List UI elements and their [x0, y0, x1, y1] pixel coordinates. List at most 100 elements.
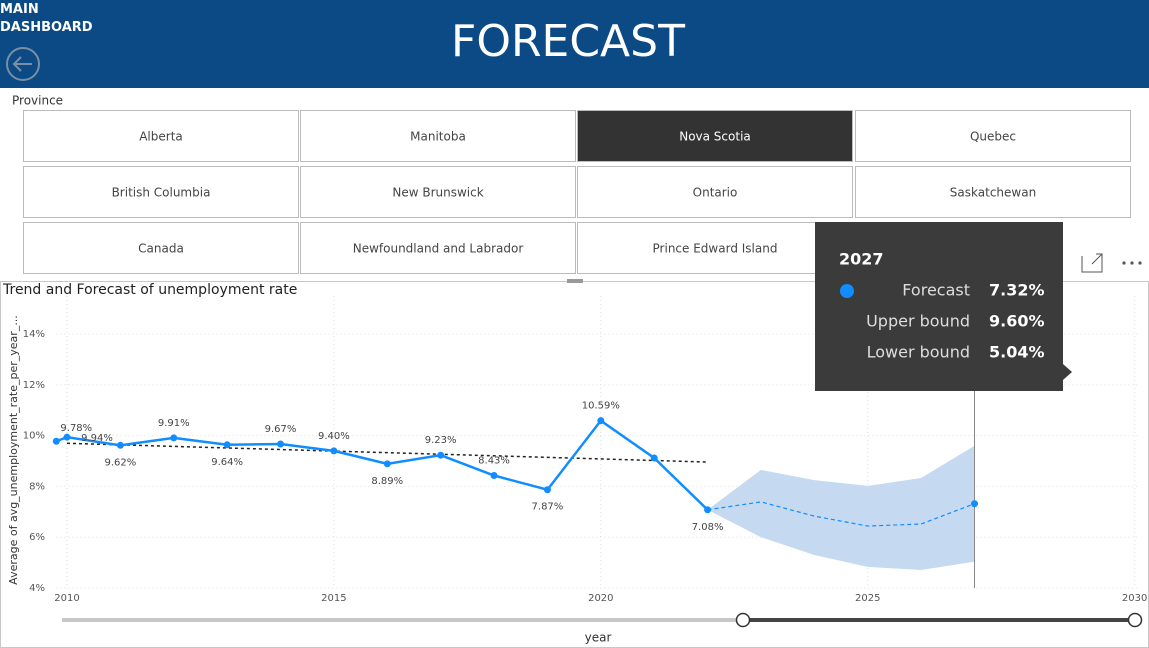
trend-line	[66, 442, 708, 463]
tooltip-box	[815, 222, 1063, 391]
back-label-line: MAIN	[0, 2, 39, 17]
range-slider[interactable]	[62, 612, 1143, 628]
data-label: 9.64%	[211, 457, 243, 468]
data-point	[543, 486, 551, 494]
data-label: 7.08%	[692, 522, 724, 533]
slicer-option-label[interactable]: Saskatchewan	[950, 186, 1036, 200]
x-tick-label: 2030	[1122, 593, 1147, 604]
slicer-option[interactable]	[577, 222, 853, 274]
data-label: 8.43%	[478, 456, 510, 467]
slicer-option[interactable]	[577, 166, 853, 218]
tooltip-pointer	[1063, 364, 1072, 380]
data-label: 8.89%	[371, 476, 403, 487]
data-point	[330, 447, 338, 455]
slicer-option[interactable]	[855, 110, 1131, 162]
y-tick-label: 6%	[29, 532, 45, 543]
slicer-option-label[interactable]: Ontario	[693, 186, 738, 200]
more-options[interactable]	[1122, 261, 1142, 265]
y-tick-label: 12%	[23, 380, 45, 391]
tooltip-row-value: 5.04%	[989, 343, 1045, 362]
tooltip-row-value: 9.60%	[989, 312, 1045, 331]
data-point	[383, 460, 391, 468]
y-axis-title: Average of avg_unemployment_rate_per_yea…	[7, 315, 20, 585]
data-label: 7.87%	[532, 502, 564, 513]
back-button[interactable]	[6, 47, 40, 81]
back-label: MAIN DASHBOARD	[0, 2, 93, 35]
back-icon[interactable]	[6, 47, 40, 81]
slicer-option-label[interactable]: Prince Edward Island	[653, 242, 778, 256]
dot[interactable]	[1130, 261, 1134, 265]
data-point	[437, 451, 445, 459]
slicer-option-label[interactable]: British Columbia	[112, 186, 211, 200]
y-tick-label: 14%	[23, 329, 45, 340]
tooltip-swatch	[840, 284, 854, 298]
slicer-option-label[interactable]: Newfoundland and Labrador	[353, 242, 524, 256]
slicer-label: Province	[12, 94, 63, 108]
tooltip: 2027 Forecast 7.32% Upper bound 9.60% Lower …	[815, 222, 1072, 391]
data-label: 9.78%	[60, 423, 92, 434]
plot: 4% 6% 8% 10% 12% 14% 2010 2015 2020 2025 2030 9.78%…	[23, 222, 1147, 604]
data-label: 9.23%	[425, 435, 457, 446]
x-tick-label: 2015	[321, 593, 346, 604]
slicer-option[interactable]	[300, 166, 576, 218]
tooltip-row-label: Upper bound	[866, 312, 970, 331]
data-point	[170, 434, 178, 442]
slicer-option-label[interactable]: Manitoba	[410, 130, 466, 144]
data-label: 9.67%	[265, 424, 297, 435]
slicer-option[interactable]	[23, 166, 299, 218]
header-bar	[0, 0, 1149, 88]
data-label: 10.59%	[582, 401, 620, 412]
slider-handle[interactable]	[1127, 612, 1143, 628]
data-point	[52, 437, 60, 445]
x-tick-label: 2020	[588, 593, 613, 604]
confidence-band	[707, 445, 975, 570]
slicer-option[interactable]	[23, 222, 299, 274]
data-label: 9.62%	[104, 457, 136, 468]
data-label: 9.40%	[318, 431, 350, 442]
slicer-option[interactable]	[300, 110, 576, 162]
data-label: 9.91%	[158, 418, 190, 429]
data-label: 9.94%	[81, 433, 113, 444]
page-title: FORECAST	[451, 16, 685, 67]
data-point	[116, 441, 124, 449]
tooltip-row-label: Lower bound	[867, 343, 970, 362]
y-tick-label: 10%	[23, 431, 45, 442]
dot[interactable]	[1138, 261, 1142, 265]
forecast-point	[971, 500, 979, 508]
y-tick-label: 4%	[29, 583, 45, 594]
slider-handle[interactable]	[735, 612, 751, 628]
data-point	[490, 472, 498, 480]
slicer-option-label[interactable]: Canada	[138, 242, 184, 256]
data-point	[597, 417, 605, 425]
x-tick-label: 2010	[54, 593, 79, 604]
slicer-option[interactable]	[23, 110, 299, 162]
data-point	[650, 454, 658, 462]
slicer-option[interactable]	[577, 110, 853, 162]
tooltip-row-label: Forecast	[902, 281, 970, 300]
data-point	[704, 506, 712, 514]
dot[interactable]	[1122, 261, 1126, 265]
focus-icon[interactable]	[1081, 253, 1103, 273]
slicer-option[interactable]	[300, 222, 576, 274]
chart-title: Trend and Forecast of unemployment rate	[2, 282, 297, 298]
slicer-option-label[interactable]: Alberta	[139, 130, 183, 144]
x-tick-label: 2025	[855, 593, 880, 604]
tooltip-title: 2027	[839, 250, 884, 269]
resize-handle	[567, 279, 583, 283]
slicer-option-label[interactable]: Quebec	[970, 130, 1016, 144]
back-label-line: DASHBOARD	[0, 20, 93, 35]
data-point	[223, 441, 231, 449]
slicer-option-label[interactable]: Nova Scotia	[679, 130, 751, 144]
actual-line	[55, 418, 709, 511]
slicer-option[interactable]	[855, 166, 1131, 218]
slicer-option-label[interactable]: New Brunswick	[392, 186, 483, 200]
data-point	[63, 433, 71, 441]
back-arrow[interactable]	[12, 56, 32, 72]
data-point	[277, 440, 285, 448]
tooltip-row-value: 7.32%	[989, 281, 1045, 300]
x-axis-title: year	[585, 631, 612, 645]
forecast-line	[707, 501, 975, 527]
y-tick-label: 8%	[29, 481, 45, 492]
